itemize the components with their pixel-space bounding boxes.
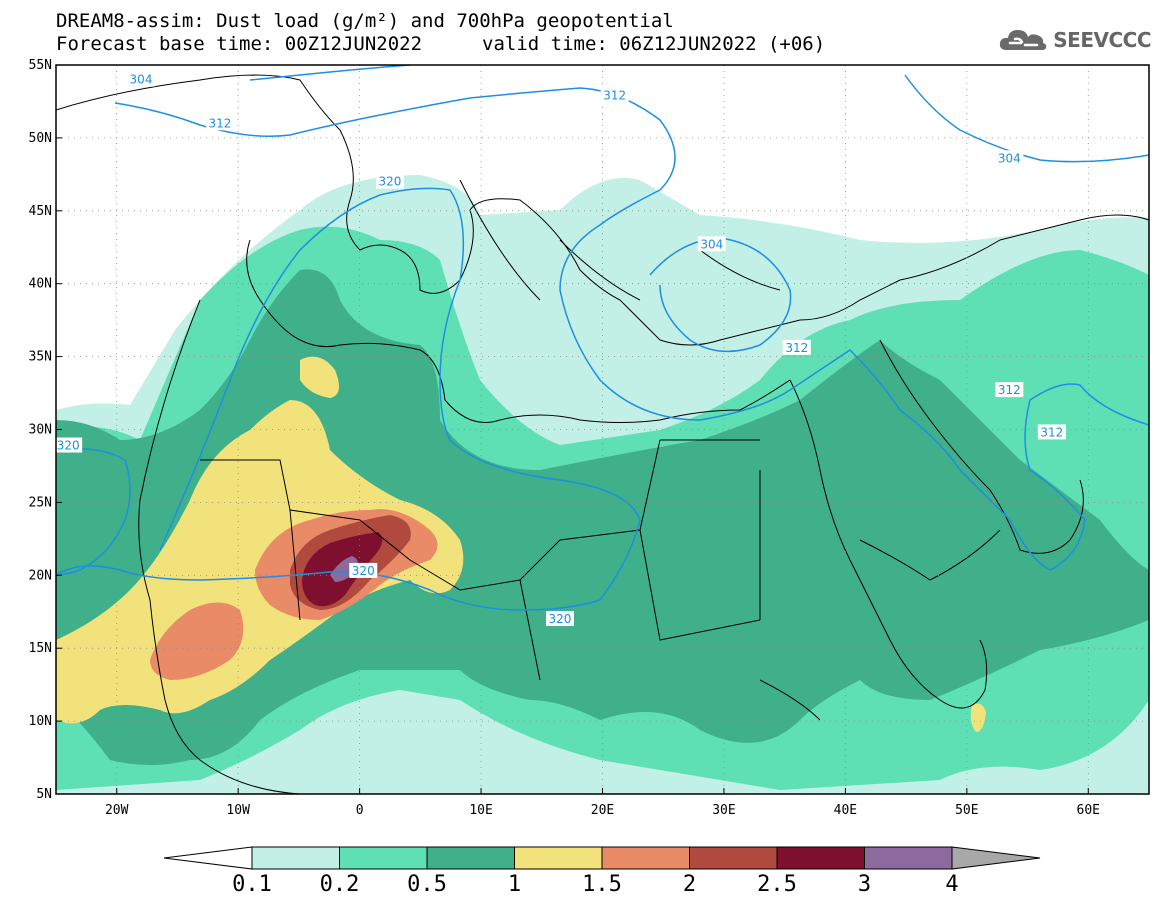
contour-label: 304 xyxy=(700,237,723,251)
colorbar-label: 1.5 xyxy=(582,872,622,897)
contour-label-bg xyxy=(349,562,378,578)
lat-tick-label: 50N xyxy=(29,131,52,146)
colorbar-swatch xyxy=(339,846,428,870)
colorbar-label: 2.5 xyxy=(757,872,797,897)
contour-label-bg xyxy=(600,87,629,103)
lat-tick-label: 15N xyxy=(29,641,52,656)
colorbar-swatch xyxy=(514,846,603,870)
lat-tick-label: 10N xyxy=(29,714,52,729)
lat-tick-label: 25N xyxy=(29,495,52,510)
colorbar-label: 3 xyxy=(858,872,871,897)
geopotential-contours xyxy=(56,65,1149,611)
colorbar-swatch xyxy=(864,846,953,870)
lon-tick-label: 40E xyxy=(834,803,857,818)
logo-text: SEEVCCC xyxy=(1053,28,1151,52)
colorbar-label: 4 xyxy=(945,872,958,897)
lon-tick-label: 20E xyxy=(591,803,614,818)
colorbar-over-arrow xyxy=(951,846,1041,870)
map-subtitle: Forecast base time: 00Z12JUN2022 valid ti… xyxy=(56,33,825,55)
colorbar-swatch xyxy=(426,846,515,870)
contour-label-bg xyxy=(545,611,574,627)
contour-label: 312 xyxy=(1040,425,1063,439)
colorbar-label: 0.1 xyxy=(232,872,272,897)
contour-label: 312 xyxy=(998,383,1021,397)
dust-field xyxy=(56,65,1149,794)
lat-tick-label: 55N xyxy=(29,58,52,73)
contour-label: 304 xyxy=(130,73,153,87)
lon-tick-label: 20W xyxy=(105,803,129,818)
lon-tick-label: 30E xyxy=(712,803,735,818)
coastlines xyxy=(56,74,1149,794)
lat-tick-label: 5N xyxy=(36,787,52,802)
lon-tick-label: 10E xyxy=(469,803,492,818)
axis-ticks: 20W 10W 0 10E 20E 30E 40E 50E 60E5N10N15N20N25N3… xyxy=(29,58,1101,818)
colorbar-label: 2 xyxy=(683,872,696,897)
lat-tick-label: 20N xyxy=(29,568,52,583)
valid-time-label: valid time: 06Z12JUN2022 (+06) xyxy=(482,33,826,55)
contour-label: 312 xyxy=(208,116,231,130)
lat-tick-label: 45N xyxy=(29,204,52,219)
colorbar-label: 0.5 xyxy=(407,872,447,897)
contour-labels: 304 312 320 312 304 304 312 312 312 320 320 320 xyxy=(54,71,1066,627)
lon-tick-label: 0 xyxy=(356,803,364,818)
contour-label-bg xyxy=(205,115,234,131)
colorbar-under-arrow xyxy=(163,846,253,870)
base-time-label: Forecast base time: 00Z12JUN2022 xyxy=(56,33,423,55)
lat-tick-label: 35N xyxy=(29,350,52,365)
colorbar-label: 0.2 xyxy=(320,872,360,897)
contour-label: 304 xyxy=(998,151,1021,165)
contour-label-bg xyxy=(375,173,404,189)
lon-tick-label: 10W xyxy=(226,803,250,818)
colorbar-swatch xyxy=(601,846,690,870)
colorbar-swatch xyxy=(776,846,865,870)
contour-label-bg xyxy=(54,437,83,453)
contour-label-bg xyxy=(697,236,726,252)
contour-label-bg xyxy=(782,339,811,355)
colorbar-swatch xyxy=(689,846,778,870)
colorbar-label: 1 xyxy=(508,872,521,897)
colorbar-swatch xyxy=(251,846,340,870)
contour-label-bg xyxy=(995,382,1024,398)
lon-tick-label: 50E xyxy=(955,803,978,818)
colorbar: 0.1 0.2 0.5 1 1.5 2 2.5 3 4 xyxy=(163,846,1041,897)
contour-label: 312 xyxy=(785,341,808,355)
dust-patch-somalia xyxy=(970,703,986,732)
contour-label-bg xyxy=(995,150,1024,166)
contour-label: 312 xyxy=(603,89,626,103)
lat-tick-label: 40N xyxy=(29,277,52,292)
contour-label: 320 xyxy=(549,612,572,626)
lon-tick-label: 60E xyxy=(1077,803,1100,818)
contour-label-bg xyxy=(1037,424,1066,440)
contour-label: 320 xyxy=(352,564,375,578)
seevccc-logo: SEEVCCC xyxy=(997,26,1151,54)
contour-label: 320 xyxy=(57,439,80,453)
dust-patch-morocco xyxy=(300,356,339,398)
lat-tick-label: 30N xyxy=(29,423,52,438)
map-title: DREAM8-assim: Dust load (g/m²) and 700hP… xyxy=(56,10,674,32)
cloud-icon xyxy=(1000,30,1047,50)
contour-label-bg xyxy=(127,71,156,87)
contour-label: 320 xyxy=(379,175,402,189)
